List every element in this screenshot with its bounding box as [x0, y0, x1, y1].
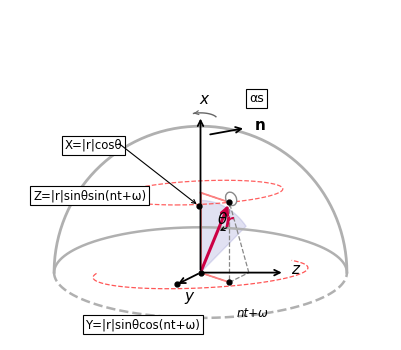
Ellipse shape — [225, 192, 237, 205]
Text: Y=|r|sinθcos(nt+ω): Y=|r|sinθcos(nt+ω) — [85, 318, 200, 331]
Text: Z=|r|sinθsin(nt+ω): Z=|r|sinθsin(nt+ω) — [33, 189, 146, 202]
Polygon shape — [200, 201, 246, 273]
Text: n: n — [255, 118, 265, 133]
Text: αs: αs — [249, 92, 264, 105]
Text: nt+ω: nt+ω — [236, 307, 268, 320]
Text: x: x — [199, 92, 209, 107]
Text: z: z — [292, 262, 300, 276]
Text: y: y — [184, 289, 193, 304]
Text: θ: θ — [218, 212, 227, 226]
Text: X=|r|cosθ: X=|r|cosθ — [65, 139, 122, 152]
Text: r: r — [225, 212, 233, 231]
